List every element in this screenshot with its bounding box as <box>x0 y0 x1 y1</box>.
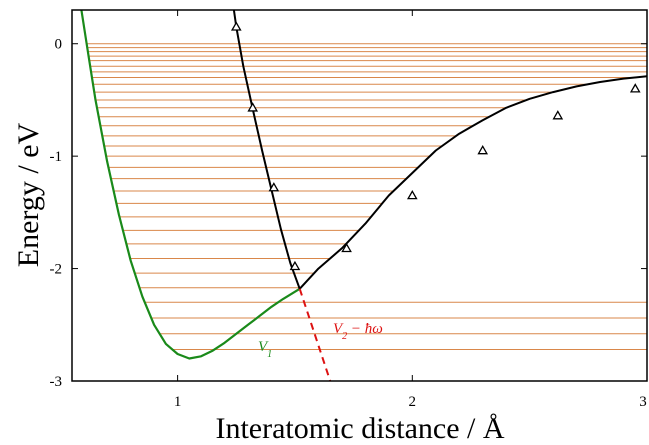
plot-frame <box>71 9 648 382</box>
curve-labels: V1 V2 − ħω <box>258 321 383 360</box>
triangle-marker <box>477 145 489 155</box>
triangle-marker <box>552 110 564 120</box>
y-tick-label: -1 <box>50 149 63 165</box>
y-tick-label: -3 <box>50 374 63 390</box>
triangle-marker <box>341 242 352 253</box>
axis-ticks: 1 2 3 0 -1 -2 -3 <box>50 10 648 410</box>
v1-curve-label: V1 <box>258 339 272 360</box>
v2-dashed-curve <box>298 288 332 382</box>
y-tick-label: -2 <box>50 262 63 278</box>
triangle-marker <box>268 182 280 192</box>
v1-curve <box>80 9 301 360</box>
x-axis-title: Interatomic distance / Å <box>215 412 504 445</box>
triangle-marker <box>247 102 259 112</box>
triangle-marker <box>629 83 641 93</box>
x-tick-label: 2 <box>409 394 417 410</box>
triangle-marker <box>230 21 242 31</box>
triangle-marker <box>406 189 418 200</box>
energy-levels <box>86 43 647 351</box>
crossing-curve <box>232 9 648 290</box>
x-tick-label: 3 <box>639 394 647 410</box>
x-tick-label: 1 <box>174 394 182 410</box>
series-group <box>80 9 648 382</box>
triangle-markers <box>230 21 641 271</box>
y-axis-title: Energy / eV <box>12 122 45 267</box>
y-tick-label: 0 <box>55 37 63 53</box>
triangle-marker <box>289 260 301 271</box>
v2-curve-label: V2 − ħω <box>333 321 383 342</box>
